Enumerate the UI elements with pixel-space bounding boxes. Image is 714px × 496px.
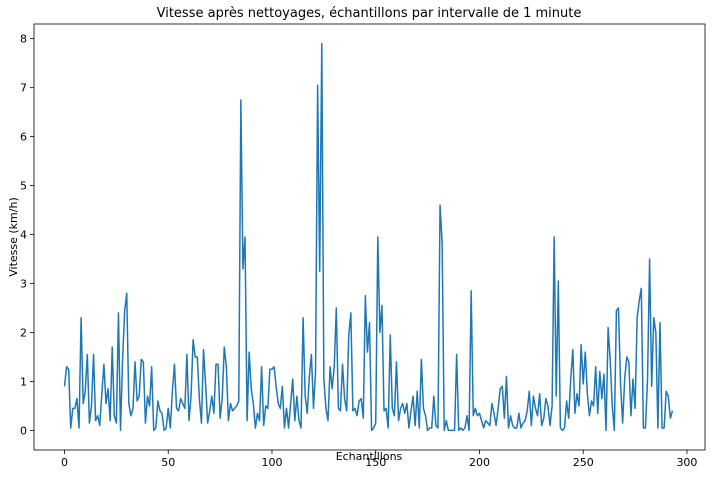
x-tick-label: 0 [61,456,68,469]
y-tick-label: 1 [20,375,27,388]
x-tick-label: 50 [161,456,175,469]
y-tick-label: 4 [20,229,27,242]
x-tick-label: 100 [261,456,282,469]
y-tick-label: 5 [20,180,27,193]
y-tick-label: 3 [20,278,27,291]
y-axis-label: Vitesse (km/h) [7,197,20,277]
y-tick-label: 7 [20,82,27,95]
x-tick-label: 200 [469,456,490,469]
x-tick-label: 250 [573,456,594,469]
y-tick-label: 2 [20,326,27,339]
plot-frame [33,23,706,451]
plot-area: 0 50 100 150 200 250 300 0 1 2 3 4 5 6 7 8 [20,23,706,469]
y-tick-label: 0 [20,424,27,437]
y-tick-label: 6 [20,131,27,144]
y-tick-label: 8 [20,33,27,46]
series-line-0 [63,42,674,432]
x-tick-label: 150 [365,456,386,469]
x-tick-label: 300 [676,456,697,469]
chart-title: Vitesse après nettoyages, échantillons p… [157,6,582,21]
x-axis-label: Echantillons [336,450,403,463]
